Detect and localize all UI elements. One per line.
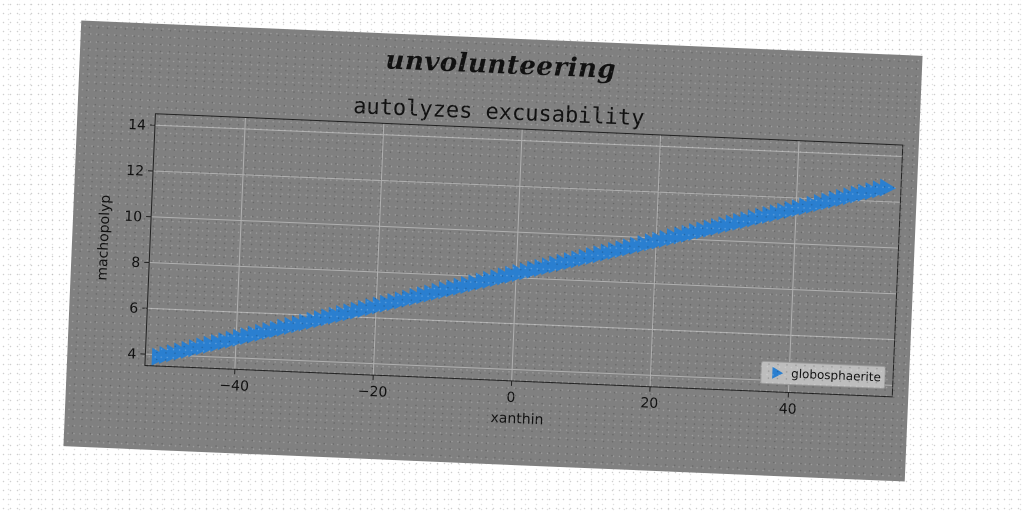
plot-frame [144, 113, 904, 398]
grid-line-x [511, 129, 523, 381]
legend-label: globosphaerite [791, 367, 881, 385]
data-point [879, 178, 897, 197]
figure-panel: unvolunteering autolyzes excusability −4… [63, 20, 923, 482]
series-globosphaerite [151, 178, 897, 366]
grid-line-y [153, 170, 901, 203]
grid-lines [145, 117, 903, 393]
y-tick-label: 12 [126, 163, 144, 180]
x-tick-label: 40 [778, 401, 796, 418]
line-chart: −40 −20 0 20 40 4 6 8 10 12 14 xanthin machopolyp… [94, 113, 904, 428]
x-tick-label: 0 [506, 390, 516, 406]
y-tick-label: 8 [131, 255, 141, 271]
grid-line-y [147, 307, 895, 341]
y-tick-label: 10 [124, 209, 142, 226]
grid-line-x [372, 123, 385, 376]
x-axis-ticks: −40 −20 0 20 40 [219, 369, 797, 418]
y-tick-label: 6 [129, 301, 139, 317]
grid-line-x [787, 140, 800, 393]
grid-line-y [154, 124, 903, 158]
grid-line-x [649, 134, 662, 387]
x-tick-label: −40 [219, 378, 249, 395]
grid-line-y [151, 216, 899, 249]
y-axis-ticks: 4 6 8 10 12 14 [124, 117, 155, 363]
y-axis-label: machopolyp [94, 194, 114, 281]
x-axis-label: xanthin [490, 410, 543, 428]
y-tick-label: 4 [127, 346, 137, 362]
grid-line-x [234, 117, 246, 370]
legend-box [760, 360, 886, 389]
x-tick-label: 20 [640, 395, 658, 412]
y-tick-label: 14 [128, 117, 147, 134]
legend-marker [772, 366, 784, 379]
x-tick-label: −20 [357, 383, 387, 400]
legend: globosphaerite [760, 360, 886, 389]
